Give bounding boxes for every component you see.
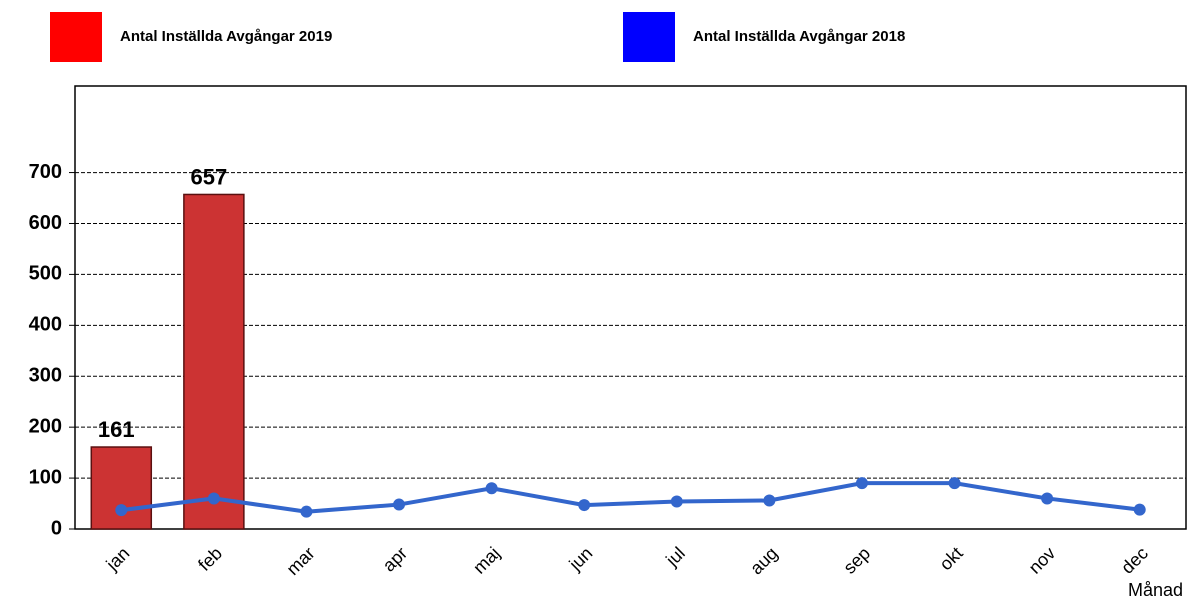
- x-tick-label: aug: [746, 543, 781, 578]
- marker: [485, 482, 498, 495]
- bar: [90, 446, 153, 530]
- legend-label: Antal Inställda Avgångar 2018: [693, 28, 905, 45]
- marker: [393, 498, 406, 511]
- x-tick-label: apr: [379, 543, 412, 576]
- marker: [763, 494, 776, 507]
- x-tick-label: jan: [102, 543, 134, 575]
- x-tick-label: sep: [839, 543, 874, 578]
- marker: [578, 499, 591, 512]
- legend-swatch: [623, 12, 675, 62]
- x-tick-label: feb: [194, 543, 226, 575]
- x-tick-label: jun: [565, 543, 597, 575]
- y-tick-label: 600: [29, 212, 62, 234]
- marker: [115, 504, 128, 517]
- marker: [300, 505, 313, 518]
- x-tick-label: okt: [936, 543, 967, 574]
- marker: [1041, 492, 1054, 505]
- marker: [948, 477, 961, 490]
- y-tick-label: 300: [29, 365, 62, 387]
- x-tick-label: dec: [1117, 543, 1152, 578]
- marker: [855, 477, 868, 490]
- line: [121, 481, 1140, 514]
- y-tick-label: 100: [29, 466, 62, 488]
- x-tick-label: maj: [469, 543, 504, 578]
- y-tick-label: 400: [29, 314, 62, 336]
- x-tick-label: jul: [661, 543, 689, 571]
- y-tick-label: 500: [29, 263, 62, 285]
- x-tick-label: mar: [283, 543, 319, 579]
- value-label: 657: [191, 164, 228, 189]
- marker: [207, 492, 220, 505]
- bar: [183, 193, 245, 530]
- y-tick-label: 700: [29, 161, 62, 183]
- x-tick-label: nov: [1025, 543, 1060, 578]
- marker: [670, 495, 683, 508]
- x-axis-label: Månad: [1128, 580, 1183, 600]
- legend-label: Antal Inställda Avgångar 2019: [120, 28, 332, 45]
- y-tick-label: 200: [29, 415, 62, 437]
- marker: [1133, 503, 1146, 516]
- y-tick-label: 0: [51, 517, 62, 539]
- plot-frame: [74, 85, 1187, 530]
- legend-swatch: [50, 12, 102, 62]
- value-label: 161: [98, 417, 135, 442]
